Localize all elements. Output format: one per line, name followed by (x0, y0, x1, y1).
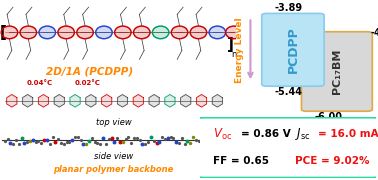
Text: Energy Level: Energy Level (235, 17, 243, 83)
Text: -5.44: -5.44 (274, 87, 302, 97)
Text: PC₁₇BM: PC₁₇BM (332, 49, 342, 94)
Text: FF = 0.65: FF = 0.65 (213, 156, 269, 166)
Text: 0.02°C: 0.02°C (74, 80, 100, 86)
Text: -4.30: -4.30 (371, 28, 378, 38)
Circle shape (115, 26, 131, 39)
Circle shape (1, 26, 18, 39)
Text: n: n (231, 50, 237, 59)
Text: ]: ] (227, 37, 234, 53)
Circle shape (77, 26, 93, 39)
Circle shape (39, 26, 56, 39)
Text: PCDPP: PCDPP (287, 26, 299, 73)
Circle shape (133, 26, 150, 39)
Polygon shape (38, 94, 48, 107)
Polygon shape (133, 94, 143, 107)
Text: -6.00: -6.00 (314, 112, 342, 122)
Circle shape (152, 26, 169, 39)
Circle shape (96, 26, 112, 39)
Text: $\mathit{V}_{\rm oc}$: $\mathit{V}_{\rm oc}$ (213, 127, 232, 142)
Text: [: [ (0, 25, 7, 40)
Polygon shape (23, 94, 33, 107)
Text: = 0.86 V: = 0.86 V (241, 129, 291, 139)
Polygon shape (102, 94, 112, 107)
FancyBboxPatch shape (197, 117, 378, 178)
Polygon shape (212, 94, 223, 107)
Text: = 16.0 mA/cm²: = 16.0 mA/cm² (318, 129, 378, 139)
Polygon shape (149, 94, 159, 107)
Polygon shape (7, 94, 17, 107)
Circle shape (209, 26, 226, 39)
Text: planar polymer backbone: planar polymer backbone (53, 165, 174, 174)
Polygon shape (54, 94, 64, 107)
Text: 2D/1A (PCDPP): 2D/1A (PCDPP) (46, 67, 133, 77)
Polygon shape (197, 94, 207, 107)
Polygon shape (165, 94, 175, 107)
Circle shape (171, 26, 188, 39)
Text: side view: side view (94, 152, 133, 161)
Text: top view: top view (96, 118, 131, 127)
Polygon shape (181, 94, 191, 107)
FancyBboxPatch shape (262, 13, 324, 86)
Text: 0.04°C: 0.04°C (27, 80, 53, 86)
Polygon shape (70, 94, 80, 107)
Polygon shape (86, 94, 96, 107)
Circle shape (58, 26, 74, 39)
Circle shape (20, 26, 37, 39)
Polygon shape (118, 94, 128, 107)
FancyBboxPatch shape (301, 32, 372, 111)
Circle shape (226, 26, 242, 39)
Text: -3.89: -3.89 (274, 3, 303, 13)
Text: PCE = 9.02%: PCE = 9.02% (295, 156, 370, 166)
Circle shape (190, 26, 207, 39)
Text: $\mathit{J}_{\rm sc}$: $\mathit{J}_{\rm sc}$ (295, 126, 311, 142)
